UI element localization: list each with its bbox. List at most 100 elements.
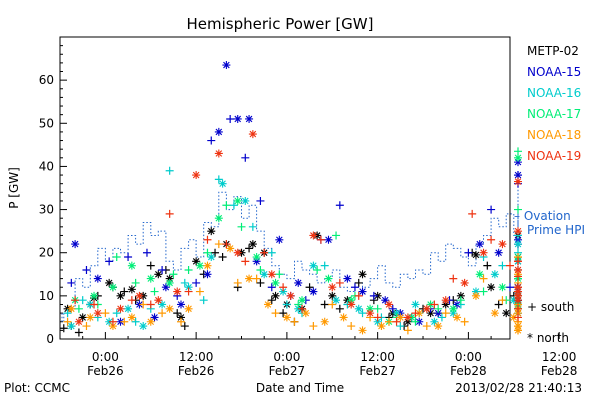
data-point-north: [192, 171, 201, 180]
data-point-north: [309, 261, 318, 270]
data-point-south: [313, 265, 322, 274]
data-point-south: [514, 205, 522, 214]
data-point-south: [279, 283, 288, 292]
legend-entry: METP-02: [527, 44, 579, 58]
data-point-north: [127, 285, 136, 294]
data-point-south: [203, 248, 212, 257]
data-point-north: [514, 326, 522, 335]
y-tick-label: 40: [39, 159, 54, 173]
x-tick-time-label: 12:00: [360, 350, 395, 364]
x-axis: 0:00Feb2612:00Feb260:00Feb2712:00Feb270:…: [59, 332, 577, 378]
data-point-south: [384, 317, 393, 326]
data-point-north: [490, 309, 499, 318]
data-point-north: [260, 270, 269, 279]
legend-marker-north: * north: [527, 331, 569, 345]
data-point-south: [63, 317, 72, 326]
data-point-south: [139, 300, 148, 309]
legend-entry: NOAA-17: [527, 107, 581, 121]
data-point-south: [158, 265, 167, 274]
data-point-north: [514, 283, 522, 292]
data-point-south: [335, 201, 344, 210]
data-point-north: [514, 309, 522, 318]
data-point-north: [479, 248, 488, 257]
data-point-south: [245, 244, 254, 253]
data-point-north: [514, 287, 522, 296]
data-point-north: [434, 322, 443, 331]
data-point-north: [195, 261, 204, 270]
data-point-north: [207, 253, 216, 262]
data-point-north: [67, 304, 76, 313]
data-point-north: [275, 235, 284, 244]
data-point-north: [282, 313, 291, 322]
data-point-north: [108, 322, 117, 331]
data-point-south: [131, 317, 140, 326]
x-tick-date-label: Feb26: [87, 364, 124, 378]
plot-frame: [59, 36, 511, 340]
data-point-south: [290, 317, 299, 326]
data-point-north: [324, 235, 333, 244]
data-point-north: [456, 291, 465, 300]
data-point-south: [101, 309, 110, 318]
data-point-south: [320, 261, 329, 270]
data-point-south: [369, 291, 378, 300]
data-point-south: [124, 253, 133, 262]
data-point-north: [514, 265, 522, 274]
data-point-south: [350, 283, 359, 292]
data-point-north: [93, 274, 102, 283]
data-point-north: [245, 274, 254, 283]
data-point-north: [354, 304, 363, 313]
data-point-north: [487, 283, 496, 292]
data-point-south: [434, 304, 443, 313]
data-point-south: [309, 322, 318, 331]
data-point-north: [498, 283, 507, 292]
data-point-south: [241, 257, 250, 266]
data-point-south: [347, 322, 356, 331]
data-point-south: [67, 278, 76, 287]
data-point-north: [298, 296, 307, 305]
data-point-south: [108, 317, 117, 326]
data-point-south: [373, 313, 382, 322]
data-point-north: [192, 257, 201, 266]
data-point-north: [347, 300, 356, 309]
y-tick-label: 50: [39, 116, 54, 130]
data-point-north: [146, 317, 155, 326]
data-point-south: [184, 265, 193, 274]
data-point-south: [158, 309, 167, 318]
legend-marker-south: + south: [527, 300, 574, 314]
data-point-north: [366, 304, 375, 313]
data-point-north: [347, 296, 356, 305]
data-point-north: [286, 291, 295, 300]
data-point-south: [373, 304, 382, 313]
data-point-north: [271, 278, 280, 287]
data-point-north: [158, 300, 167, 309]
data-point-south: [165, 209, 174, 218]
data-point-south: [411, 317, 420, 326]
data-point-north: [403, 313, 412, 322]
data-point-north: [494, 248, 503, 257]
data-point-south: [464, 248, 473, 257]
data-point-south: [498, 261, 507, 270]
data-point-south: [279, 309, 288, 318]
data-point-north: [184, 304, 193, 313]
data-point-north: [173, 287, 182, 296]
data-point-north: [233, 248, 242, 257]
data-point-north: [154, 270, 163, 279]
data-point-north: [453, 313, 462, 322]
data-point-north: [332, 296, 341, 305]
data-point-north: [184, 283, 193, 292]
y-tick-label: 30: [39, 203, 54, 217]
data-point-north: [127, 313, 136, 322]
data-point-north: [135, 291, 144, 300]
data-point-north: [263, 300, 272, 309]
data-point-north: [241, 196, 250, 205]
data-point-north: [475, 270, 484, 279]
data-point-south: [396, 322, 405, 331]
data-point-south: [222, 201, 231, 210]
data-point-south: [479, 287, 488, 296]
data-point-south: [211, 248, 220, 257]
data-point-north: [127, 261, 136, 270]
data-point-north: [441, 296, 450, 305]
data-point-south: [203, 235, 212, 244]
data-point-south: [229, 201, 238, 210]
data-point-south: [403, 326, 412, 335]
